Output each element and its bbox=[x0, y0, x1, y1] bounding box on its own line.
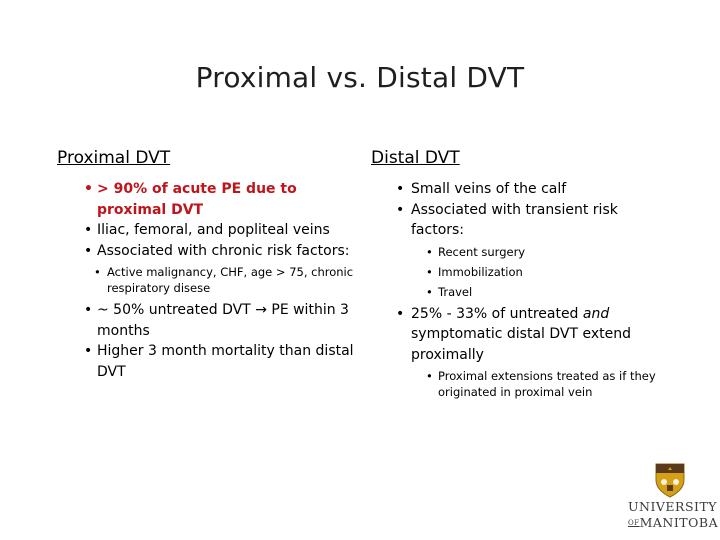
distal-heading: Distal DVT bbox=[371, 148, 460, 168]
distal-untreated-italic: and bbox=[582, 305, 610, 322]
distal-bullet-untreated: 25% - 33% of untreated and symptomatic d… bbox=[371, 304, 671, 366]
distal-sublist: Recent surgery Immobilization Travel bbox=[371, 244, 671, 300]
distal-sublist-wrapper: Recent surgery Immobilization Travel bbox=[371, 244, 671, 300]
university-logo: UNIVERSITY OFMANITOBA bbox=[628, 462, 718, 532]
proximal-heading: Proximal DVT bbox=[57, 148, 171, 168]
proximal-untreated-part1: ~ 50% untreated DVT bbox=[97, 302, 256, 318]
distal-bullet-calf: Small veins of the calf bbox=[371, 179, 671, 200]
proximal-bullet-mortality: Higher 3 month mortality than distal DVT bbox=[57, 341, 357, 382]
distal-bullet-transient: Associated with transient risk factors: bbox=[371, 200, 671, 241]
distal-column: Distal DVT Small veins of the calf Assoc… bbox=[371, 146, 671, 404]
distal-untreated-part2: symptomatic distal DVT extend proximally bbox=[411, 326, 632, 363]
proximal-list: > 90% of acute PE due to proximal DVT Il… bbox=[57, 179, 357, 382]
crest-icon bbox=[655, 463, 685, 498]
logo-of-text: OF bbox=[628, 519, 640, 527]
logo-manitoba-text: MANITOBA bbox=[639, 515, 719, 530]
distal-sub-travel: Travel bbox=[398, 284, 671, 300]
proximal-bullet-chronic: Associated with chronic risk factors: bbox=[57, 241, 357, 262]
logo-manitoba-line: OFMANITOBA bbox=[628, 515, 718, 530]
proximal-bullet-untreated: ~ 50% untreated DVT → PE within 3 months bbox=[57, 300, 357, 341]
distal-untreated-part1: 25% - 33% of untreated bbox=[411, 305, 583, 322]
proximal-untreated-part2: PE within 3 months bbox=[97, 302, 349, 339]
proximal-column: Proximal DVT > 90% of acute PE due to pr… bbox=[57, 146, 357, 382]
distal-sub-surgery: Recent surgery bbox=[398, 244, 671, 260]
arrow-right-icon: → bbox=[255, 302, 267, 318]
distal-sublist2: Proximal extensions treated as if they o… bbox=[371, 368, 671, 400]
proximal-bullet-pe: > 90% of acute PE due to proximal DVT bbox=[57, 179, 357, 220]
logo-university-text: UNIVERSITY bbox=[628, 499, 718, 514]
proximal-sublist-wrapper: Active malignancy, CHF, age > 75, chroni… bbox=[57, 264, 357, 296]
slide-title: Proximal vs. Distal DVT bbox=[195, 61, 525, 94]
proximal-bullet-chronic-text: Associated with chronic risk factors: bbox=[97, 242, 350, 259]
proximal-sublist: Active malignancy, CHF, age > 75, chroni… bbox=[57, 264, 357, 296]
proximal-bullet-veins: Iliac, femoral, and popliteal veins bbox=[57, 220, 357, 241]
distal-sublist2-wrapper: Proximal extensions treated as if they o… bbox=[371, 368, 671, 400]
distal-list: Small veins of the calf Associated with … bbox=[371, 179, 671, 400]
distal-sub-extensions: Proximal extensions treated as if they o… bbox=[398, 368, 671, 400]
distal-sub-immobilization: Immobilization bbox=[398, 264, 671, 280]
proximal-sub-risk-factors: Active malignancy, CHF, age > 75, chroni… bbox=[82, 264, 357, 296]
